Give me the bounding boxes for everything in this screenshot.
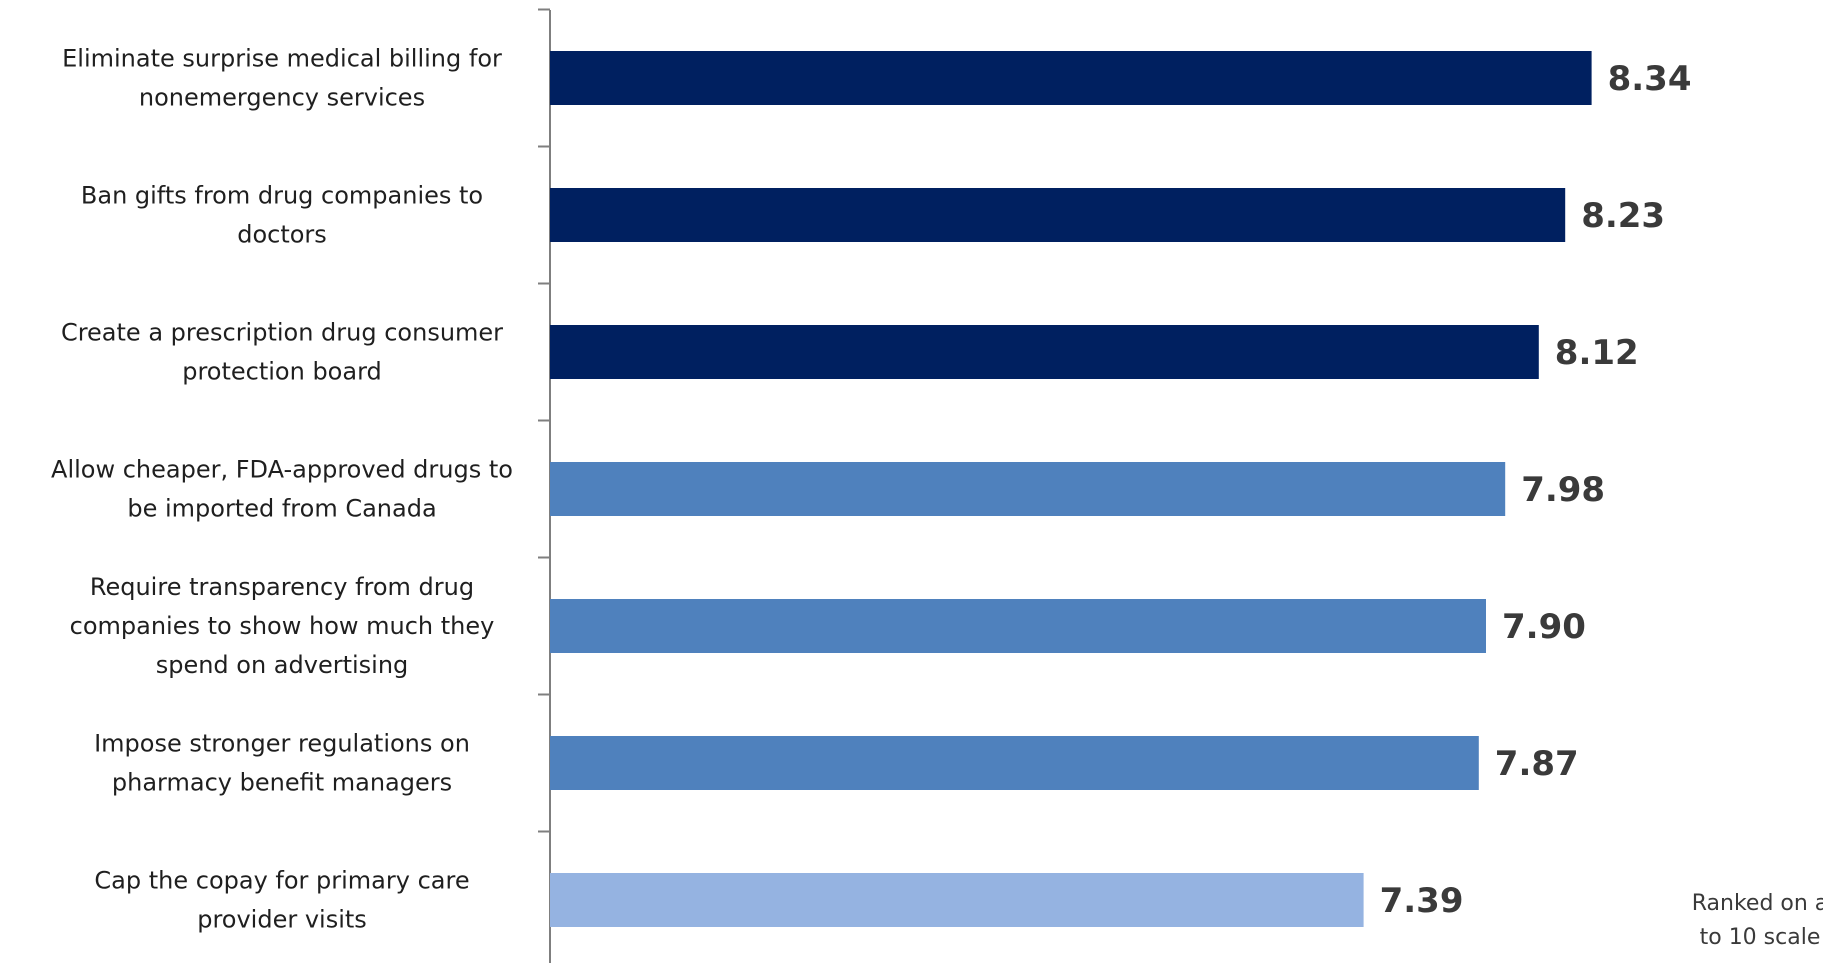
category-label: Require transparency from drug companies … [70, 573, 495, 679]
value-label: 8.34 [1608, 59, 1692, 99]
value-label: 7.98 [1521, 470, 1605, 510]
scale-note: Ranked on a to 10 scale [1692, 891, 1823, 950]
bar [550, 873, 1364, 927]
category-label: Impose stronger regulations on pharmacy b… [94, 730, 470, 797]
category-label: Create a prescription drug consumer prote… [61, 319, 503, 386]
value-label: 8.23 [1581, 196, 1665, 236]
bar [550, 736, 1479, 790]
category-label: Ban gifts from drug companies to doctors [81, 182, 483, 249]
value-label: 7.39 [1380, 881, 1464, 921]
value-label: 8.12 [1555, 333, 1639, 373]
category-axis-ticks [538, 8, 550, 833]
category-label: Cap the copay for primary care provider v… [94, 867, 469, 934]
value-label: 7.87 [1495, 744, 1579, 784]
bar [550, 325, 1539, 379]
bar [550, 51, 1592, 105]
category-label: Eliminate surprise medical billing for no… [62, 45, 502, 112]
value-labels: 8.34 8.23 8.12 7.98 7.90 7.87 7.39 [1380, 59, 1692, 921]
category-labels: Eliminate surprise medical billing for no… [51, 45, 513, 934]
value-label: 7.90 [1502, 607, 1586, 647]
bar [550, 599, 1486, 653]
category-label: Allow cheaper, FDA-approved drugs to be i… [51, 456, 513, 523]
bar [550, 188, 1566, 242]
bar [550, 462, 1506, 516]
bars [550, 51, 1592, 927]
